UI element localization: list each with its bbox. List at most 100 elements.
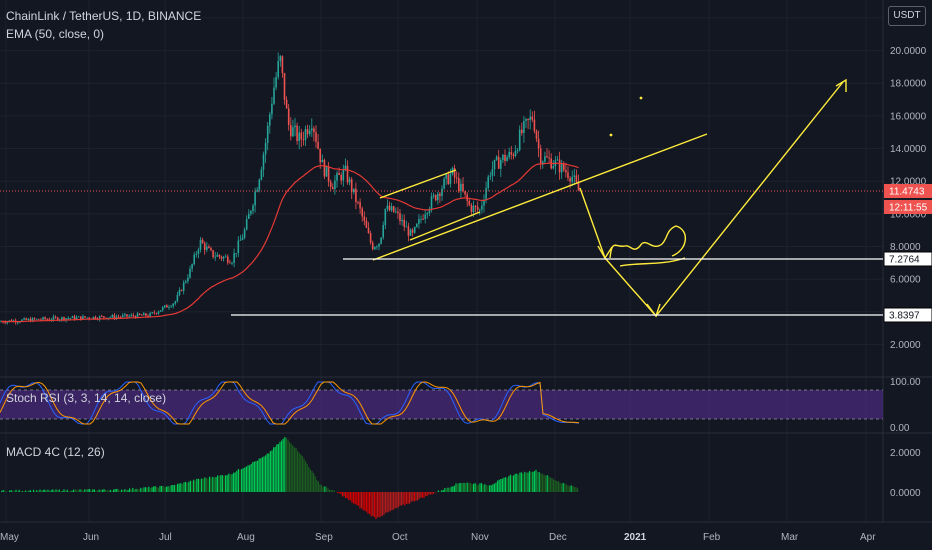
candle-body xyxy=(386,205,389,209)
macd-histogram-bar xyxy=(561,483,563,492)
candle-body xyxy=(182,282,185,291)
macd-histogram-bar xyxy=(242,468,244,492)
stoch-d-line xyxy=(0,381,580,425)
macd-histogram-bar xyxy=(218,475,220,492)
candle-body xyxy=(397,211,399,214)
candle-body xyxy=(269,114,271,126)
macd-histogram-bar xyxy=(154,486,156,492)
candle-body xyxy=(296,125,298,141)
macd-histogram-bar xyxy=(377,492,379,518)
candle-body xyxy=(231,262,233,264)
currency-button[interactable]: USDT xyxy=(888,6,926,26)
candle-body xyxy=(577,182,580,191)
countdown-tag: 12:11:55 xyxy=(884,200,932,214)
price-axis: 22.000020.000018.000016.000014.000012.00… xyxy=(883,13,932,351)
macd-histogram-bar xyxy=(159,486,161,492)
macd-histogram-bar xyxy=(250,464,252,492)
candle-body xyxy=(31,318,34,322)
macd-histogram-bar xyxy=(439,491,441,492)
macd-histogram-bar xyxy=(244,467,246,492)
time-axis-label: 2021 xyxy=(624,532,647,543)
macd-histogram-bar xyxy=(153,486,155,492)
macd-histogram-bar xyxy=(421,492,423,498)
macd-histogram-bar xyxy=(292,445,294,492)
macd-histogram-bar xyxy=(31,491,33,492)
macd-histogram-bar xyxy=(252,461,254,492)
macd-histogram-bar xyxy=(564,483,566,492)
macd-histogram-bar xyxy=(281,440,283,492)
level-tag: 7.2764 xyxy=(883,251,932,267)
candle-body xyxy=(65,318,67,321)
macd-histogram-bar xyxy=(314,476,316,492)
macd-histogram-bar xyxy=(489,485,491,492)
candle-body xyxy=(420,218,422,220)
macd-histogram-bar xyxy=(455,483,457,492)
stoch-axis-label: 0.00 xyxy=(890,423,910,434)
candle-body xyxy=(178,289,181,295)
candle-body xyxy=(556,159,559,161)
macd-histogram-bar xyxy=(63,489,65,492)
macd-histogram-bar xyxy=(521,472,523,492)
macd-histogram-bar xyxy=(282,438,284,492)
macd-histogram-bar xyxy=(268,453,270,492)
candle-body xyxy=(281,56,284,73)
macd-histogram-bar xyxy=(527,472,529,492)
macd-histogram-bar xyxy=(49,490,51,492)
candle-body xyxy=(376,246,378,248)
candle-body xyxy=(563,163,565,171)
macd-histogram-bar xyxy=(357,492,359,506)
macd-histogram-bar xyxy=(180,483,182,492)
candle-body xyxy=(321,159,324,163)
macd-histogram-bar xyxy=(284,437,286,492)
macd-histogram-bar xyxy=(71,490,73,492)
candle-body xyxy=(199,239,202,250)
candle-body xyxy=(460,183,462,191)
candle-body xyxy=(437,193,439,201)
macd-histogram-bar xyxy=(87,489,89,492)
candle-body xyxy=(506,157,508,162)
candle-body xyxy=(468,200,471,206)
macd-histogram-bar xyxy=(538,471,540,492)
macd-histogram-bar xyxy=(311,470,313,492)
candle-body xyxy=(271,103,273,115)
macd-histogram-bar xyxy=(181,483,183,492)
macd-histogram-bar xyxy=(340,492,342,494)
candle-body xyxy=(245,218,248,230)
macd-histogram-bar xyxy=(295,447,297,492)
macd-histogram-bar xyxy=(97,490,99,492)
candle-body xyxy=(497,156,500,169)
candle-body xyxy=(224,256,227,258)
macd-histogram-bar xyxy=(258,458,260,492)
macd-histogram-bar xyxy=(449,487,451,492)
candle-body xyxy=(472,205,475,212)
dot-mark xyxy=(639,96,643,100)
candle-body xyxy=(25,318,27,320)
macd-histogram-bar xyxy=(532,471,534,492)
candle-body xyxy=(103,316,105,318)
candle-body xyxy=(35,318,38,320)
macd-histogram-bar xyxy=(271,450,273,492)
candle-body xyxy=(210,248,212,251)
macd-histogram-bar xyxy=(405,492,407,504)
macd-histogram-bar xyxy=(506,477,508,492)
candle-body xyxy=(42,317,44,320)
macd-histogram-bar xyxy=(463,482,465,492)
level-tag-text: 3.8397 xyxy=(889,311,920,322)
candle-body xyxy=(355,188,357,203)
stoch-rsi-label[interactable]: Stoch RSI (3, 3, 14, 14, close) xyxy=(6,391,167,405)
macd-histogram-bar xyxy=(309,469,311,492)
macd-histogram-bar xyxy=(9,490,11,492)
macd-histogram-bar xyxy=(125,489,127,492)
macd-label[interactable]: MACD 4C (12, 26) xyxy=(6,445,105,459)
macd-histogram-bar xyxy=(508,476,510,492)
macd-histogram-bar xyxy=(300,454,302,492)
macd-histogram-bar xyxy=(457,483,459,492)
countdown-tag-box xyxy=(884,200,932,214)
macd-histogram-bar xyxy=(305,461,307,492)
ema-indicator-label[interactable]: EMA (50, close, 0) xyxy=(6,27,105,41)
time-axis-label: Jul xyxy=(159,532,172,543)
macd-histogram-bar xyxy=(241,469,243,492)
macd-histogram-bar xyxy=(401,492,403,506)
macd-histogram-bar xyxy=(148,486,150,492)
